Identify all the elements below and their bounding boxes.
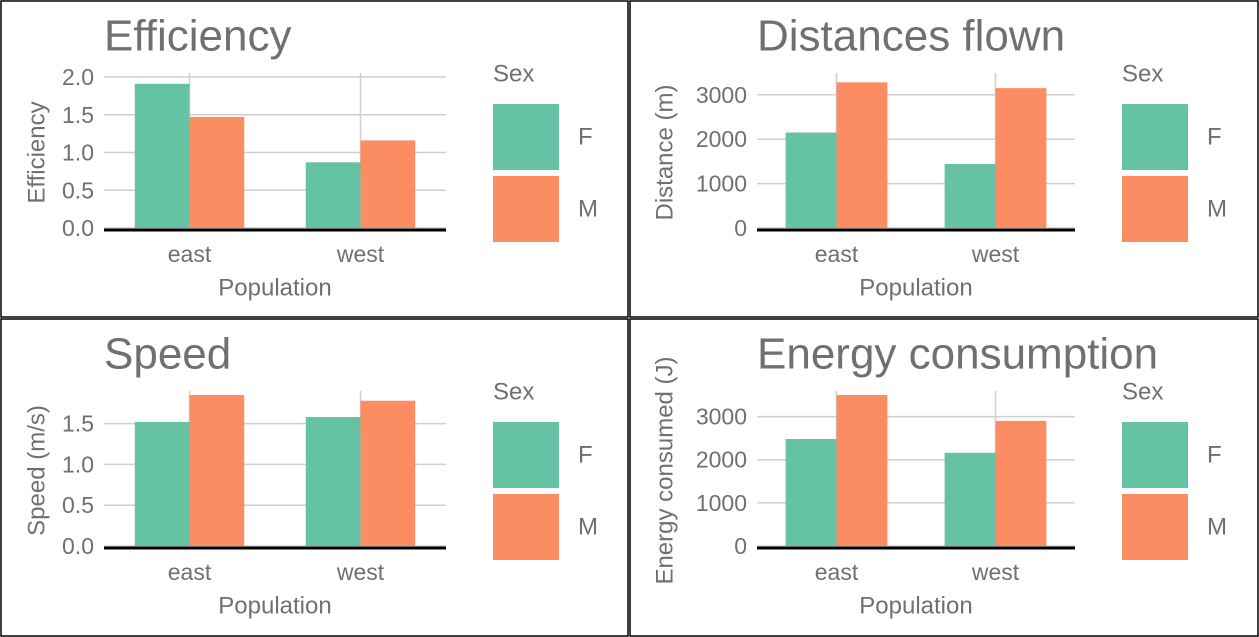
panel-border: [0, 318, 629, 637]
panel-border: [629, 318, 1259, 637]
legend-label-F: F: [578, 442, 593, 469]
y-tick-label: 1.5: [62, 102, 94, 128]
bar-M-east: [189, 395, 245, 546]
y-tick-label: 2000: [696, 126, 747, 152]
x-tick-label: east: [815, 559, 859, 585]
bar-F-west: [305, 417, 361, 546]
legend-label-M: M: [578, 196, 598, 223]
y-tick-label: 0.5: [62, 177, 94, 203]
legend-key-F: [1122, 104, 1188, 170]
bar-M-west: [360, 400, 416, 546]
x-tick-label: west: [336, 559, 385, 585]
legend-label-M: M: [578, 514, 598, 541]
y-tick-label: 0.0: [62, 533, 94, 559]
legend-key-F: [1122, 422, 1188, 488]
panel-border: [629, 0, 1259, 318]
x-tick-label: west: [971, 559, 1020, 585]
y-axis-label: Distance (m): [652, 84, 679, 220]
bar-M-west: [360, 140, 416, 228]
bar-F-east: [785, 439, 837, 546]
legend-title: Sex: [1122, 61, 1163, 88]
y-axis-label: Efficiency: [24, 101, 51, 203]
chart-title: Efficiency: [104, 12, 292, 61]
y-tick-label: 0: [734, 215, 747, 241]
bar-F-west: [944, 452, 996, 546]
chart-panel: 0.0 0.5 1.0 1.5 east west Speed Population Speed…: [0, 318, 629, 637]
x-tick-label: east: [168, 241, 212, 267]
legend-label-M: M: [1207, 514, 1227, 541]
bar-M-west: [995, 420, 1047, 546]
y-tick-label: 3000: [696, 82, 747, 108]
legend-key-M: [1122, 494, 1188, 560]
x-axis-label: Population: [859, 593, 972, 620]
legend-title: Sex: [1122, 379, 1163, 406]
legend-key-M: [493, 176, 559, 242]
legend-title: Sex: [493, 61, 534, 88]
x-axis-label: Population: [218, 275, 331, 302]
y-tick-label: 0: [734, 533, 747, 559]
y-axis-label: Speed (m/s): [24, 405, 51, 536]
y-tick-label: 2.0: [62, 64, 94, 90]
y-tick-label: 3000: [696, 404, 747, 430]
legend-key-F: [493, 422, 559, 488]
x-tick-label: west: [336, 241, 385, 267]
bar-F-east: [134, 83, 190, 228]
legend-key-F: [493, 104, 559, 170]
chart-panel: 0.0 0.5 1.0 1.5 2.0 east west Efficiency Populat…: [0, 0, 629, 318]
panel-border: [0, 0, 629, 318]
legend-label-M: M: [1207, 196, 1227, 223]
bar-F-west: [305, 162, 361, 228]
y-tick-label: 0.0: [62, 215, 94, 241]
bar-M-west: [995, 88, 1047, 229]
bar-F-east: [134, 421, 190, 546]
y-tick-label: 1000: [696, 490, 747, 516]
legend-title: Sex: [493, 379, 534, 406]
bar-M-east: [189, 117, 245, 228]
legend-key-M: [493, 494, 559, 560]
y-tick-label: 0.5: [62, 492, 94, 518]
bar-M-east: [836, 395, 888, 546]
bar-F-west: [944, 164, 996, 228]
chart-title: Distances flown: [757, 12, 1065, 61]
y-axis-label: Energy consumed (J): [652, 356, 679, 584]
y-tick-label: 2000: [696, 447, 747, 473]
y-tick-label: 1000: [696, 171, 747, 197]
y-tick-label: 1.0: [62, 140, 94, 166]
y-tick-label: 1.0: [62, 451, 94, 477]
chart-title: Energy consumption: [757, 330, 1158, 379]
x-tick-label: east: [168, 559, 212, 585]
bar-F-east: [785, 132, 837, 228]
chart-panel: 0 1000 2000 3000 east west Energy consumption P…: [629, 318, 1259, 637]
legend-label-F: F: [578, 124, 593, 151]
legend-label-F: F: [1207, 124, 1222, 151]
x-axis-label: Population: [859, 275, 972, 302]
x-axis-label: Population: [218, 593, 331, 620]
chart-title: Speed: [104, 330, 231, 379]
legend-label-F: F: [1207, 442, 1222, 469]
legend-key-M: [1122, 176, 1188, 242]
chart-panel: 0 1000 2000 3000 east west Distances flown Popu…: [629, 0, 1259, 318]
x-tick-label: west: [971, 241, 1020, 267]
bar-M-east: [836, 82, 888, 229]
y-tick-label: 1.5: [62, 411, 94, 437]
x-tick-label: east: [815, 241, 859, 267]
